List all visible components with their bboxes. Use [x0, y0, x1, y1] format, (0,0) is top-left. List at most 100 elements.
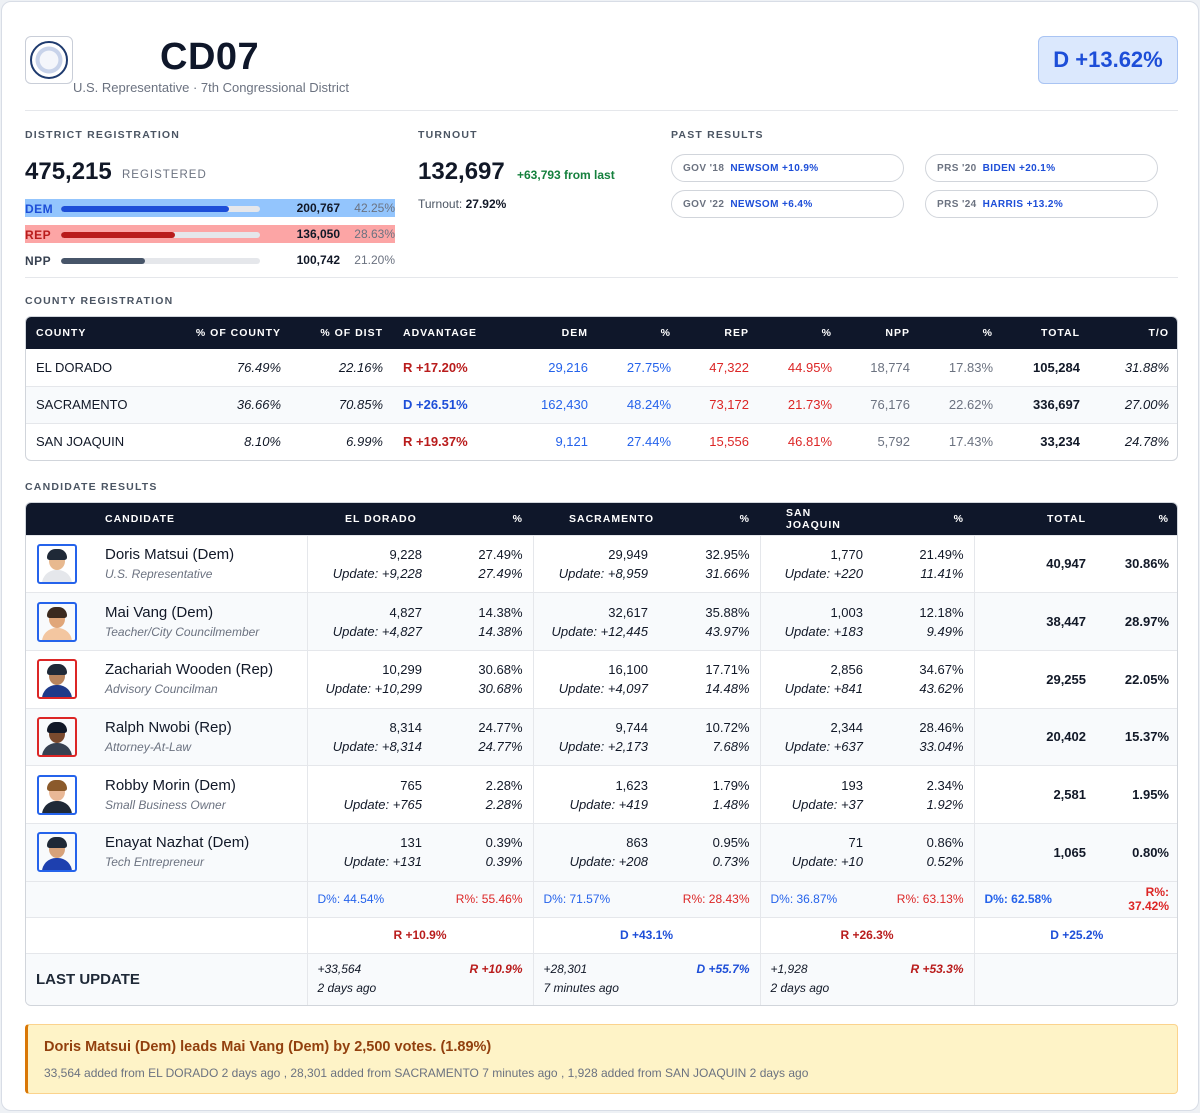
- update-margin: R +10.9%: [469, 962, 523, 977]
- column-header[interactable]: DEM: [503, 317, 598, 349]
- avatar-cell: [26, 649, 95, 709]
- column-header[interactable]: %: [432, 503, 533, 535]
- column-header[interactable]: %: [1096, 503, 1177, 535]
- candidate-row[interactable]: Enayat Nazhat (Dem) Tech Entrepreneur 131 U…: [26, 822, 1177, 882]
- county-pct: 2.28% 2.28%: [432, 765, 533, 824]
- update-time: 7 minutes ago: [543, 981, 619, 996]
- update-margin: D +55.7%: [696, 962, 750, 977]
- column-header[interactable]: % OF DIST: [291, 317, 393, 349]
- county-pct: 0.95% 0.73%: [658, 822, 760, 882]
- party-split-row: D%: 44.54% R%: 55.46% D%: 71.57% R%: 28.43%…: [26, 880, 1177, 918]
- column-header[interactable]: SAN JOAQUIN: [760, 503, 873, 535]
- dem-share: D%: 36.87%: [759, 880, 873, 918]
- column-header[interactable]: %: [873, 503, 974, 535]
- rep-pct: 44.95%: [787, 359, 832, 375]
- pct-of-dist: 22.16%: [338, 359, 383, 375]
- county-pct: 1.79% 1.48%: [658, 765, 760, 824]
- county-votes: 71 Update: +10: [759, 822, 873, 882]
- npp-pct: 17.83%: [948, 359, 993, 375]
- county-name: EL DORADO: [36, 359, 113, 375]
- pct-of-dist: 70.85%: [291, 385, 393, 423]
- candidate-row[interactable]: Doris Matsui (Dem) U.S. Representative 9,2…: [26, 534, 1177, 593]
- total-pct: 28.97%: [1096, 592, 1177, 651]
- column-header[interactable]: SACRAMENTO: [533, 503, 658, 535]
- candidate-row[interactable]: Mai Vang (Dem) Teacher/City Councilmember…: [26, 592, 1177, 651]
- column-header[interactable]: NPP: [842, 317, 920, 349]
- update-time: 2 days ago: [317, 981, 377, 996]
- candidate-cell: Zachariah Wooden (Rep) Advisory Councilma…: [95, 649, 307, 709]
- update-details: 33,564 added from EL DORADO 2 days ago ,…: [44, 1066, 809, 1080]
- total-pct: 1.95%: [1096, 765, 1177, 824]
- lead-message: Doris Matsui (Dem) leads Mai Vang (Dem) …: [44, 1039, 492, 1055]
- county-row: SAN JOAQUIN 8.10% 6.99% R +19.37% 9,121 27.44…: [26, 422, 1177, 460]
- share-bar: [61, 206, 260, 212]
- candidate-row[interactable]: Robby Morin (Dem) Small Business Owner 765…: [26, 765, 1177, 824]
- rep-share: R%: 37.42%: [1096, 880, 1177, 918]
- column-header[interactable]: %: [759, 317, 842, 349]
- update-votes: +1,928: [770, 962, 808, 977]
- county-votes: 4,827 Update: +4,827: [306, 592, 432, 651]
- county-votes: 32,617 Update: +12,445: [532, 592, 658, 651]
- update-margin: R +53.3%: [910, 962, 964, 977]
- column-header[interactable]: CANDIDATE: [95, 503, 307, 535]
- party-row-dem: DEM 200,767 42.25%: [25, 199, 395, 217]
- pct-of-county: 8.10%: [161, 422, 291, 460]
- column-header[interactable]: TOTAL: [974, 503, 1096, 535]
- column-header[interactable]: REP: [681, 317, 759, 349]
- candidate-avatar: [37, 543, 77, 584]
- dem-count: 9,121: [503, 422, 598, 460]
- past-result-pill[interactable]: GOV '18 NEWSOM +10.9%: [671, 154, 904, 182]
- rep-share: R%: 63.13%: [873, 880, 974, 918]
- total-votes: 40,947: [973, 534, 1096, 593]
- column-header[interactable]: TOTAL: [1003, 317, 1090, 349]
- column-header[interactable]: % OF COUNTY: [161, 317, 291, 349]
- total-registered: 105,284: [1033, 359, 1080, 375]
- past-result-pill[interactable]: GOV '22 NEWSOM +6.4%: [671, 190, 904, 218]
- county-pct: 21.49% 11.41%: [873, 534, 974, 593]
- total-votes: 2,581: [973, 765, 1096, 824]
- candidate-name[interactable]: Ralph Nwobi (Rep): [105, 718, 232, 736]
- column-header[interactable]: %: [658, 503, 760, 535]
- rep-count: 15,556: [681, 422, 759, 460]
- candidate-name[interactable]: Zachariah Wooden (Rep): [105, 661, 274, 679]
- past-result-pill[interactable]: PRS '24 HARRIS +13.2%: [925, 190, 1158, 218]
- candidate-name[interactable]: Enayat Nazhat (Dem): [105, 834, 250, 852]
- party-count: 100,742: [296, 253, 340, 267]
- column-header[interactable]: EL DORADO: [307, 503, 432, 535]
- candidate-row[interactable]: Ralph Nwobi (Rep) Attorney-At-Law 8,314 Upd…: [26, 707, 1177, 766]
- county-votes: 863 Update: +208: [532, 822, 658, 882]
- past-result-pill[interactable]: PRS '20 BIDEN +20.1%: [925, 154, 1158, 182]
- avatar-cell: [26, 534, 95, 593]
- avatar-cell: [26, 822, 95, 882]
- candidate-title: Attorney-At-Law: [105, 739, 192, 754]
- county-votes: 1,003 Update: +183: [759, 592, 873, 651]
- column-header[interactable]: %: [598, 317, 681, 349]
- avatar-cell: [26, 765, 95, 824]
- column-header[interactable]: ADVANTAGE: [393, 317, 503, 349]
- county-votes: 193 Update: +37: [759, 765, 873, 824]
- column-header[interactable]: %: [920, 317, 1003, 349]
- turnout-total: 132,697: [418, 158, 505, 185]
- column-header[interactable]: T/O: [1090, 317, 1177, 349]
- candidate-results-table: CANDIDATE EL DORADO % SACRAMENTO % SAN J…: [25, 502, 1178, 1007]
- county-pct: 12.18% 9.49%: [873, 592, 974, 651]
- share-bar: [61, 232, 260, 238]
- update-time: 2 days ago: [770, 981, 830, 996]
- advantage: R +19.37%: [393, 422, 503, 460]
- column-header[interactable]: COUNTY: [26, 317, 161, 349]
- total-pct: 30.86%: [1096, 534, 1177, 593]
- turnout-pct: 31.88%: [1124, 359, 1169, 375]
- candidate-name[interactable]: Doris Matsui (Dem): [105, 545, 235, 563]
- candidate-name[interactable]: Mai Vang (Dem): [105, 603, 214, 621]
- avatar-cell: [26, 707, 95, 766]
- overall-margin-badge: D +13.62%: [1038, 36, 1178, 84]
- county-votes: 2,344 Update: +637: [759, 707, 873, 766]
- party-row-npp: NPP 100,742 21.20%: [25, 251, 395, 269]
- candidate-row[interactable]: Zachariah Wooden (Rep) Advisory Councilma…: [26, 649, 1177, 709]
- candidate-avatar: [37, 716, 77, 757]
- candidate-name[interactable]: Robby Morin (Dem): [105, 776, 236, 794]
- advantage: D +26.51%: [393, 385, 503, 423]
- last-update-cell: +28,301 D +55.7% 7 minutes ago: [532, 952, 760, 1006]
- total-pct: 15.37%: [1096, 707, 1177, 766]
- npp-pct: 17.43%: [920, 422, 1003, 460]
